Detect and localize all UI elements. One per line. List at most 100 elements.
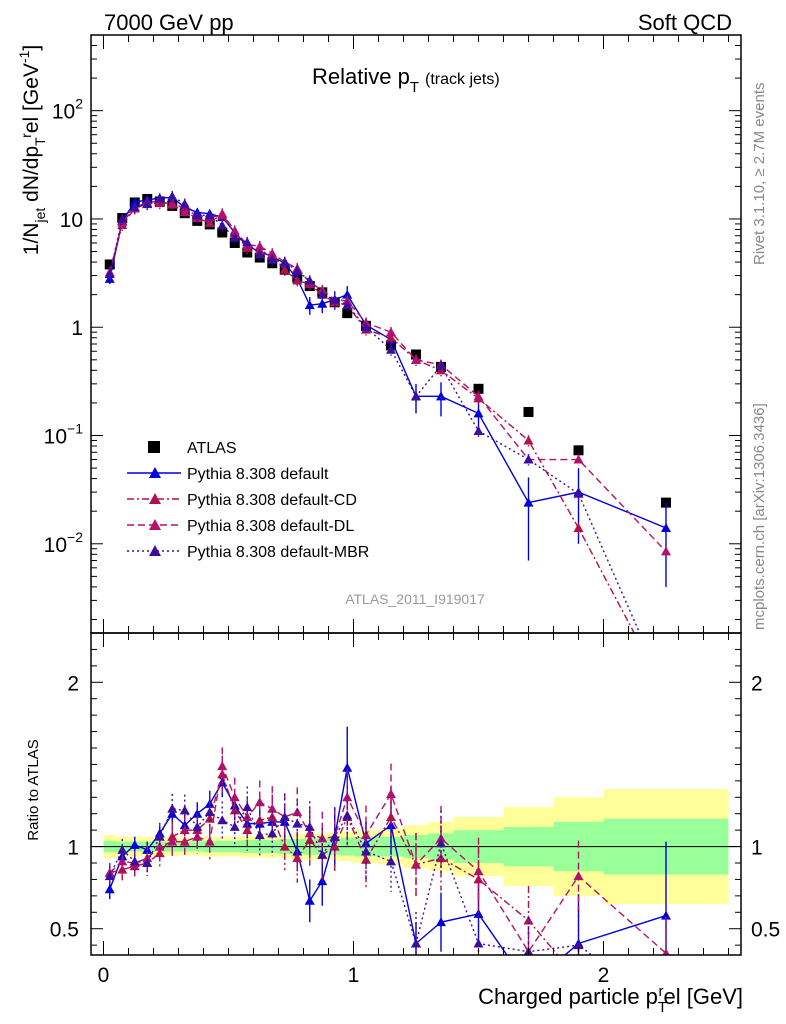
legend-label: Pythia 8.308 default-DL xyxy=(187,518,354,535)
ratio-point-marker xyxy=(204,813,215,823)
ratio-point-marker xyxy=(329,831,340,841)
ratio-point-marker xyxy=(473,866,484,876)
ratio-y-tick-label: 0.5 xyxy=(50,919,79,942)
main-point-marker xyxy=(204,210,215,220)
main-series-line xyxy=(109,200,667,552)
legend-item-3: Pythia 8.308 default-DL xyxy=(127,518,354,535)
ratio-point-marker xyxy=(317,849,328,859)
legend-item-1: Pythia 8.308 default xyxy=(127,466,329,483)
main-point-marker xyxy=(292,275,303,285)
main-point-marker xyxy=(317,289,328,299)
ratio-point-marker xyxy=(104,884,115,894)
x-axis-label-sup: r xyxy=(659,983,664,1000)
main-point-marker xyxy=(573,488,584,498)
ratio-point-marker xyxy=(386,812,396,821)
main-point-marker xyxy=(179,198,190,208)
x-axis-label: Charged particle pTrel [GeV] xyxy=(478,983,743,1016)
ratio-series-line xyxy=(109,771,559,955)
main-point-marker xyxy=(661,546,671,556)
main-point-marker xyxy=(661,522,671,532)
main-y-tick-label: 102 xyxy=(52,96,83,124)
x-axis-label-tail: el [GeV] xyxy=(664,984,743,1009)
main-point-marker xyxy=(217,220,228,230)
ratio-point-marker xyxy=(662,948,670,955)
ratio-point-marker xyxy=(204,836,215,846)
ratio-point-marker xyxy=(386,820,396,830)
main-point-marker xyxy=(104,269,115,279)
main-point-marker xyxy=(523,497,534,507)
energy-label: 7000 GeV pp xyxy=(104,10,234,35)
ratio-point-marker xyxy=(361,830,371,840)
main-point-marker xyxy=(229,225,240,235)
legend: ATLAS Pythia 8.308 default Pythia 8.308 de… xyxy=(127,440,369,561)
main-point-marker xyxy=(473,383,484,394)
main-point-marker xyxy=(129,197,140,207)
ratio-point-marker xyxy=(292,807,303,817)
rivet-version-label: Rivet 3.1.10, ≥ 2.7M events xyxy=(751,83,768,266)
ratio-point-marker xyxy=(142,853,153,863)
ratio-point-marker xyxy=(167,803,178,813)
main-y-tick-label: 1 xyxy=(71,317,83,340)
ratio-point-marker xyxy=(154,841,165,851)
main-point-marker xyxy=(473,426,484,436)
main-point-marker xyxy=(523,454,534,464)
ratio-point-marker xyxy=(411,859,421,869)
main-point-marker xyxy=(217,208,228,218)
ratio-point-marker xyxy=(292,818,303,828)
plot-title-main: Relative p xyxy=(312,64,410,89)
main-point-marker xyxy=(279,264,290,274)
ratio-point-marker xyxy=(254,830,265,840)
ratio-series-line xyxy=(109,805,593,955)
main-y-tick-label: 10 xyxy=(60,209,83,232)
legend-label: ATLAS xyxy=(187,440,237,457)
main-point-marker xyxy=(292,266,303,276)
legend-marker xyxy=(148,441,160,453)
main-point-marker xyxy=(473,408,484,418)
ratio-point-marker xyxy=(154,831,165,841)
legend-marker xyxy=(149,467,161,478)
main-point-marker xyxy=(167,191,178,201)
ratio-point-marker xyxy=(154,848,165,858)
ratio-point-marker xyxy=(167,831,178,841)
legend-label: Pythia 8.308 default xyxy=(187,466,329,483)
main-point-marker xyxy=(436,360,446,370)
main-y-tick-label: 10−2 xyxy=(44,529,84,557)
main-point-marker xyxy=(573,454,584,464)
ratio-y-tick-label-right: 0.5 xyxy=(751,919,780,942)
main-point-marker xyxy=(329,294,340,304)
main-point-marker xyxy=(342,308,353,319)
ratio-point-marker xyxy=(192,808,203,818)
ratio-point-marker xyxy=(292,853,303,863)
ratio-point-marker xyxy=(267,828,278,838)
main-point-marker xyxy=(386,344,396,354)
main-ylabel: 1/Njet dN/dpTrel [GeV-1] xyxy=(16,45,48,255)
ratio-point-marker xyxy=(167,836,178,846)
main-point-marker xyxy=(104,259,115,270)
main-y-tick-label-exp: −1 xyxy=(67,421,83,437)
main-point-marker xyxy=(573,445,584,456)
x-tick-label: 0 xyxy=(98,964,110,987)
main-point-marker xyxy=(304,300,315,310)
ratio-point-marker xyxy=(573,940,584,950)
ratio-point-marker xyxy=(436,833,446,843)
main-y-tick-label-exp: −2 xyxy=(67,529,83,545)
main-point-marker xyxy=(304,275,315,285)
main-series-4 xyxy=(104,190,641,633)
main-y-tick-label-base: 1 xyxy=(71,317,83,340)
main-point-marker xyxy=(279,257,290,267)
ratio-point-marker xyxy=(254,797,265,807)
ratio-point-marker xyxy=(279,841,290,851)
ratio-point-marker xyxy=(279,812,290,821)
ratio-point-marker xyxy=(117,844,128,854)
main-point-marker xyxy=(523,406,534,417)
main-point-marker xyxy=(267,248,278,258)
plot-title-sub: T xyxy=(410,79,419,96)
main-point-marker xyxy=(254,241,265,251)
main-series-line xyxy=(109,195,641,633)
main-y-tick-label: 10−1 xyxy=(44,421,84,449)
ratio-point-marker xyxy=(117,856,128,866)
legend-label: Pythia 8.308 default-MBR xyxy=(187,544,369,561)
ratio-point-marker xyxy=(317,833,328,843)
legend-marker xyxy=(149,545,161,556)
ratio-point-marker xyxy=(573,871,584,881)
